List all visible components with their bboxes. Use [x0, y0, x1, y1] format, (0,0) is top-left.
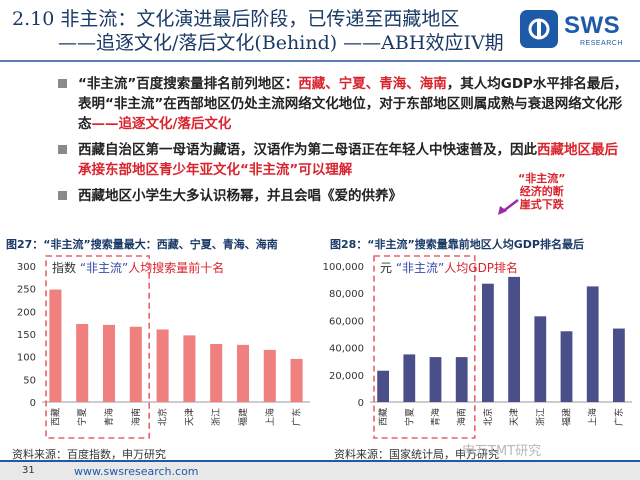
bar-宁夏 — [76, 324, 89, 402]
y-tick-label: 60,000 — [329, 316, 364, 327]
y-tick-label: 80,000 — [329, 289, 364, 300]
bullet-square-icon — [58, 191, 67, 200]
y-tick-label: 100,000 — [323, 262, 364, 273]
bullet-square-icon — [58, 145, 67, 154]
cliff-annotation: “非主流” 经济的断 崖式下跌 — [518, 172, 565, 211]
x-tick-label: 浙江 — [534, 408, 546, 426]
bullet-list: “非主流”百度搜索量排名前列地区：西藏、宁夏、青海、海南，其人均GDP水平排名最… — [56, 74, 630, 212]
bar-浙江 — [210, 343, 223, 402]
bullet-highlight-text: 西藏地区最后承接东部地区青少年亚文化“非主流”可以理解 — [78, 142, 618, 178]
bar-广东 — [290, 358, 303, 402]
figure-28-source: 资料来源：国家统计局，申万研究 — [334, 448, 499, 461]
bar-青海 — [429, 357, 442, 402]
y-tick-label: 0 — [30, 398, 36, 409]
bar-青海 — [102, 324, 116, 402]
x-tick-label: 青海 — [430, 408, 442, 426]
bar-天津 — [183, 335, 196, 402]
sws-logo: SWS RESEARCH — [520, 10, 630, 54]
y-tick-label: 50 — [23, 375, 36, 386]
figure-28-title: 图28：“非主流”搜索量靠前地区人均GDP排名最后 — [330, 238, 584, 251]
bar-上海 — [586, 286, 599, 402]
logo-subtext: RESEARCH — [580, 40, 623, 47]
annotation-line1: “非主流” — [518, 172, 566, 185]
highlight-dashed-box — [373, 255, 476, 439]
bullet-item: 西藏地区小学生大多认识杨幂，并且会唱《爱的供养》 — [56, 186, 630, 206]
y-tick-label: 20,000 — [329, 371, 364, 382]
x-tick-label: 青海 — [103, 408, 115, 426]
y-tick-label: 300 — [17, 262, 36, 273]
bar-广东 — [613, 328, 625, 402]
bar-宁夏 — [403, 354, 416, 402]
x-tick-label: 广东 — [613, 408, 625, 426]
bar-上海 — [263, 349, 276, 402]
bar-西藏 — [377, 370, 389, 402]
title-divider — [0, 60, 640, 62]
y-tick-label: 40,000 — [329, 344, 364, 355]
y-tick-label: 200 — [17, 307, 36, 318]
logo-glyph-icon — [528, 18, 550, 40]
bar-海南 — [129, 326, 142, 402]
footer-url-link[interactable]: www.swsresearch.com — [74, 465, 199, 478]
y-tick-label: 100 — [17, 353, 36, 364]
bar-福建 — [560, 331, 573, 402]
logo-text: SWS — [564, 12, 621, 39]
bar-北京 — [482, 283, 494, 402]
search-volume-bar-chart: 0 50 100 150 200 250 300 西藏 宁夏 青海 海南 北京 天津 浙江 福建 上海 广东 指数… — [17, 255, 310, 439]
page-number: 31 — [22, 465, 35, 476]
bar-西藏 — [49, 289, 62, 402]
x-tick-label: 宁夏 — [76, 408, 88, 426]
x-tick-label: 西藏 — [49, 408, 61, 426]
bar-福建 — [236, 344, 250, 402]
x-tick-label: 北京 — [482, 408, 494, 426]
slide-title-line2: ——追逐文化/落后文化(Behind) ——ABH效应IV期 — [58, 32, 504, 54]
bullet-text: 西藏地区小学生大多认识杨幂，并且会唱《爱的供养》 — [78, 188, 402, 204]
bullet-text: 西藏自治区第一母语为藏语，汉语作为第二母语正在年轻人中快速普及，因此 — [78, 142, 537, 158]
logo-mark — [520, 10, 558, 48]
gdp-per-capita-bar-chart: 0 20,000 40,000 60,000 80,000 100,000 西藏 宁夏 青海 海南… — [323, 255, 632, 439]
x-tick-label: 天津 — [509, 408, 520, 426]
x-tick-label: 广东 — [291, 408, 303, 426]
bar-北京 — [156, 329, 169, 402]
annotation-line2: 经济的断 — [519, 185, 564, 198]
footer-rule — [0, 460, 640, 462]
bullet-text: ，其人均GDP水平排名最后，表明“非主流”在西部地区仍处主流网络文化地位，对于东… — [78, 76, 628, 132]
x-tick-label: 海南 — [456, 408, 468, 426]
bullet-highlight-text: ——追逐文化/落后文化 — [91, 116, 232, 132]
bullet-item: “非主流”百度搜索量排名前列地区：西藏、宁夏、青海、海南，其人均GDP水平排名最… — [56, 74, 630, 134]
bullet-square-icon — [58, 79, 67, 88]
figure-27-title: 图27：“非主流”搜索量最大：西藏、宁夏、青海、海南 — [6, 238, 278, 251]
y-tick-label: 250 — [17, 285, 36, 296]
x-tick-label: 天津 — [184, 408, 195, 426]
bar-天津 — [508, 276, 520, 402]
chart-inline-title: 元 “非主流”人均GDP排名 — [380, 260, 518, 275]
x-tick-label: 海南 — [130, 408, 142, 426]
bullet-text: “非主流”百度搜索量排名前列地区： — [78, 76, 299, 92]
x-tick-label: 西藏 — [377, 408, 389, 426]
annotation-line3: 崖式下跌 — [519, 198, 564, 211]
highlight-dashed-box — [45, 255, 150, 439]
annotation-arrow-icon — [498, 199, 519, 215]
figure-27-source: 资料来源：百度指数，申万研究 — [12, 448, 166, 461]
x-tick-label: 福建 — [237, 408, 249, 426]
chart-inline-title: 指数 “非主流”人均搜索量前十名 — [52, 260, 224, 275]
x-tick-label: 福建 — [561, 408, 573, 426]
bar-海南 — [455, 357, 468, 402]
footer-bar — [0, 462, 640, 480]
x-tick-label: 北京 — [157, 408, 169, 426]
y-tick-label: 0 — [358, 398, 364, 409]
bar-浙江 — [534, 316, 547, 402]
wechat-watermark: 申万TMT研究 — [462, 444, 542, 459]
x-tick-label: 上海 — [587, 408, 599, 426]
x-tick-label: 浙江 — [210, 408, 222, 426]
y-tick-label: 150 — [17, 330, 36, 341]
bullet-item: 西藏自治区第一母语为藏语，汉语作为第二母语正在年轻人中快速普及，因此西藏地区最后… — [56, 140, 630, 180]
x-tick-label: 宁夏 — [403, 408, 415, 426]
x-tick-label: 上海 — [264, 408, 276, 426]
bullet-highlight-text: 西藏、宁夏、青海、海南 — [298, 76, 447, 92]
slide-title-line1: 2.10 非主流：文化演进最后阶段，已传递至西藏地区 — [12, 8, 460, 30]
